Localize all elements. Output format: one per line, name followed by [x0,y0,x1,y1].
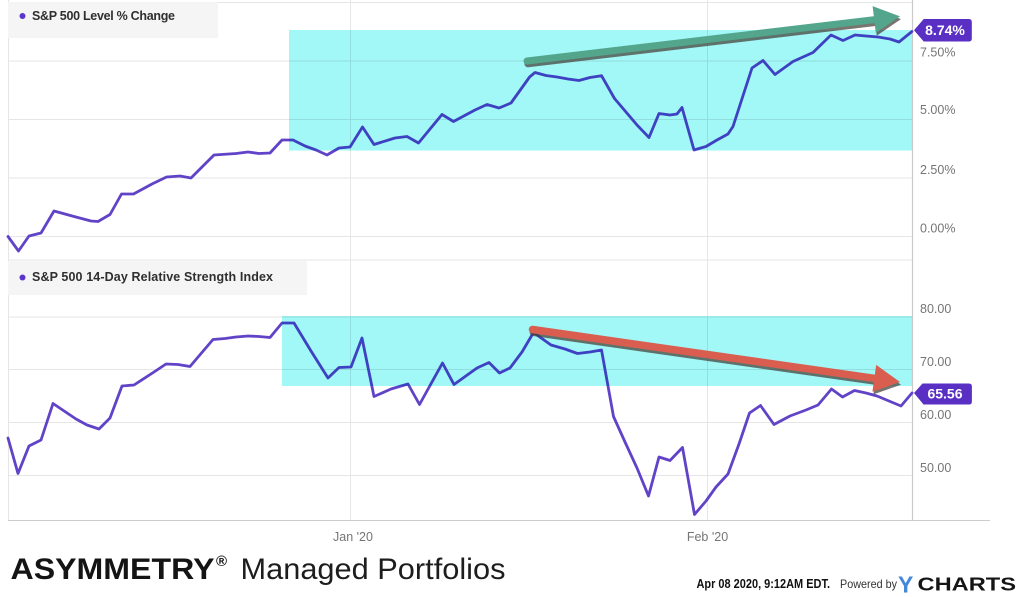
svg-text:60.00: 60.00 [920,408,951,422]
svg-text:65.56: 65.56 [927,386,962,402]
svg-text:®: ® [216,553,227,570]
svg-text:80.00: 80.00 [920,302,951,316]
svg-text:8.74%: 8.74% [925,22,965,38]
svg-text:Jan '20: Jan '20 [333,530,373,544]
svg-text:ASYMMETRY: ASYMMETRY [11,553,215,586]
svg-text:Feb '20: Feb '20 [687,530,728,544]
svg-text:Powered by: Powered by [840,577,897,591]
svg-text:2.50%: 2.50% [920,163,955,177]
svg-text:0.00%: 0.00% [920,222,955,236]
svg-text:S&P 500 14-Day Relative Streng: S&P 500 14-Day Relative Strength Index [32,270,273,284]
svg-text:Apr 08 2020, 9:12AM EDT.: Apr 08 2020, 9:12AM EDT. [697,577,831,591]
svg-text:50.00: 50.00 [920,461,951,475]
svg-text:70.00: 70.00 [920,355,951,369]
svg-text:Y: Y [898,572,913,597]
svg-text:5.00%: 5.00% [920,103,955,117]
svg-text:Managed Portfolios: Managed Portfolios [241,553,506,586]
svg-text:CHARTS: CHARTS [918,575,1017,595]
svg-text:S&P 500 Level % Change: S&P 500 Level % Change [32,9,175,23]
svg-text:7.50%: 7.50% [920,46,955,60]
